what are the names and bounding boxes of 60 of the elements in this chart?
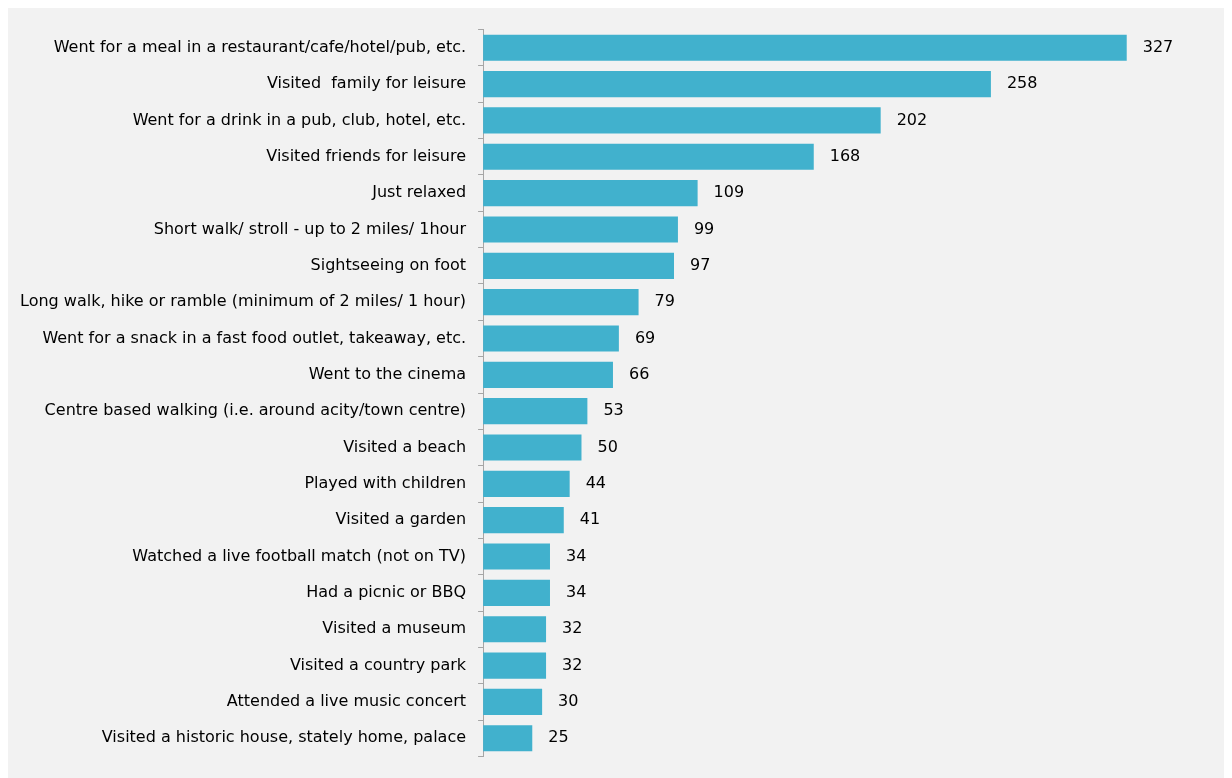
y-tick-label: Went for a snack in a fast food outlet, takeaway, etc. xyxy=(42,327,467,347)
y-tick-label: Had a picnic or BBQ xyxy=(306,582,467,602)
bar xyxy=(483,107,881,134)
y-tick-label: Visited a garden xyxy=(335,509,467,529)
y-tick-label: Visited a country park xyxy=(289,654,467,674)
bar xyxy=(483,616,547,643)
bar xyxy=(483,180,698,207)
bar xyxy=(483,252,674,279)
data-label: 97 xyxy=(690,254,711,274)
y-tick-label: Attended a live music concert xyxy=(226,691,467,711)
data-label: 34 xyxy=(565,582,587,602)
bar xyxy=(483,579,550,606)
data-label: 25 xyxy=(548,727,569,747)
data-label: 66 xyxy=(628,363,650,383)
y-tick-label: Centre based walking (i.e. around acity/town centre) xyxy=(44,400,467,420)
y-tick-label: Long walk, hike or ramble (minimum of 2 miles/ 1 hour) xyxy=(20,291,467,311)
data-label: 258 xyxy=(1006,73,1038,93)
y-tick-label: Visited family for leisure xyxy=(266,73,467,93)
y-tick-label: Went for a drink in a pub, club, hotel, etc. xyxy=(132,109,467,129)
bar xyxy=(483,652,547,679)
bar xyxy=(483,143,814,170)
bar xyxy=(483,507,564,534)
y-tick-label: Visited a beach xyxy=(343,436,467,456)
y-tick-label: Just relaxed xyxy=(371,182,467,202)
data-label: 327 xyxy=(1142,36,1174,56)
bar xyxy=(483,688,543,715)
y-tick-label: Watched a live football match (not on TV) xyxy=(132,545,467,565)
data-label: 69 xyxy=(634,327,656,347)
bar xyxy=(483,34,1127,61)
y-tick-label: Went for a meal in a restaurant/cafe/hotel/pub, etc. xyxy=(53,36,467,56)
y-tick-label: Played with children xyxy=(304,473,467,493)
bar xyxy=(483,398,588,425)
y-tick-label: Visited a museum xyxy=(322,618,467,638)
bar xyxy=(483,325,619,352)
data-label: 32 xyxy=(562,618,583,638)
bar xyxy=(483,216,678,243)
data-label: 44 xyxy=(585,473,607,493)
bar xyxy=(483,289,639,316)
bar xyxy=(483,361,613,388)
y-tick-label: Short walk/ stroll - up to 2 miles/ 1hour xyxy=(153,218,467,238)
data-label: 32 xyxy=(562,654,583,674)
data-label: 99 xyxy=(693,218,715,238)
y-tick-label: Visited friends for leisure xyxy=(266,145,467,165)
bar xyxy=(483,543,550,570)
y-tick-label: Sightseeing on foot xyxy=(310,254,467,274)
data-label: 50 xyxy=(597,436,618,456)
bar xyxy=(483,71,991,98)
data-label: 168 xyxy=(829,145,861,165)
bar xyxy=(483,470,570,497)
data-label: 53 xyxy=(603,400,624,420)
data-label: 34 xyxy=(565,545,587,565)
data-label: 202 xyxy=(896,109,928,129)
y-tick-label: Went to the cinema xyxy=(308,363,467,383)
data-label: 79 xyxy=(654,291,675,311)
bar xyxy=(483,434,582,461)
y-tick-label: Visited a historic house, stately home, palace xyxy=(101,727,467,747)
bar xyxy=(483,725,533,752)
data-label: 41 xyxy=(579,509,601,529)
data-label: 30 xyxy=(558,691,579,711)
data-label: 109 xyxy=(713,182,745,202)
